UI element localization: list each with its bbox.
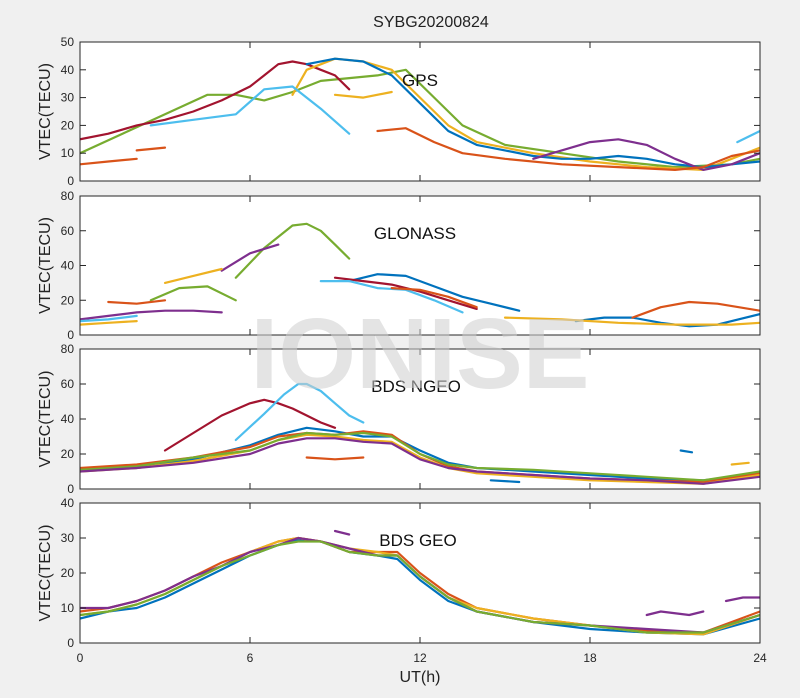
x-axis-label: UT(h) [400,669,441,686]
series-line-gps-0 [80,68,760,169]
y-tick-label: 60 [61,377,75,391]
series-line-bds-ngeo-10 [730,461,750,466]
panel-label-bds-ngeo: BDS NGEO [371,377,461,396]
y-tick-label: 0 [67,636,74,650]
panel-glonass: 0 20 40 60 80 VTEC(TECU) GLONASS [37,189,761,342]
x-tick-label: 12 [413,651,427,665]
series-line-gps-1 [80,60,351,141]
series-line-bds-ngeo-9 [679,449,694,454]
series-line-bds-ngeo-0 [163,398,337,452]
y-tick-label: 20 [61,566,75,580]
series-line-glonass-6 [80,314,138,323]
x-tick-label: 24 [753,651,767,665]
y-tick-label: 30 [61,91,75,105]
series-line-bds-geo-5 [333,529,351,536]
plot-area-bds-ngeo [80,349,760,489]
y-tick-label: 0 [67,174,74,188]
panel-label-glonass: GLONASS [374,224,456,243]
y-axis-label-gps: VTEC(TECU) [37,63,54,160]
x-tick-label: 0 [77,651,84,665]
series-line-bds-geo-4 [80,540,760,634]
series-line-gps-9 [736,129,760,144]
series-line-gps-10 [333,90,393,99]
y-tick-label: 10 [61,601,75,615]
series-line-gps-3 [305,57,760,169]
y-tick-label: 80 [61,342,75,356]
y-axis-label-bds-geo: VTEC(TECU) [37,525,54,622]
series-line-bds-ngeo-1 [234,382,365,442]
y-tick-label: 30 [61,531,75,545]
x-tick-label: 18 [583,651,597,665]
series-group-bds-geo [80,529,760,636]
panel-gps: 0 10 20 30 40 50 VTEC(TECU) GPS [37,35,761,188]
series-line-glonass-5 [80,309,223,321]
series-group-bds-ngeo [80,382,760,485]
series-line-glonass-1 [220,243,280,272]
y-tick-label: 50 [61,35,75,49]
x-tick-label: 6 [247,651,254,665]
series-line-gps-7 [80,157,138,166]
y-tick-label: 40 [61,496,75,510]
panel-label-bds-geo: BDS GEO [379,531,456,550]
series-line-bds-geo-6 [645,610,705,617]
series-line-glonass-11 [390,287,478,309]
series-line-glonass-4 [107,299,167,305]
y-tick-label: 60 [61,224,75,238]
panel-bds-geo: 0 10 20 30 40 0 6 12 18 24 VTEC(TECU) BDS GEO [37,496,767,665]
series-line-glonass-2 [163,267,223,284]
y-tick-label: 0 [67,482,74,496]
series-line-gps-6 [149,85,351,135]
series-line-glonass-14 [503,316,760,326]
y-tick-label: 20 [61,447,75,461]
y-tick-label: 10 [61,146,75,160]
y-axis-label-glonass: VTEC(TECU) [37,217,54,314]
series-group-glonass [80,222,760,328]
panel-bds-ngeo: 0 20 40 60 80 VTEC(TECU) BDS NGEO [37,342,761,496]
watermark: IONISE [251,298,590,410]
y-tick-label: 40 [61,412,75,426]
series-line-bds-ngeo-5 [80,431,760,482]
series-group-gps [80,57,760,171]
y-axis-label-bds-ngeo: VTEC(TECU) [37,371,54,468]
series-line-glonass-8 [348,273,521,312]
series-line-bds-ngeo-8 [489,479,521,484]
series-line-bds-ngeo-7 [305,456,365,461]
panel-label-gps: GPS [402,71,438,90]
series-line-glonass-7 [80,320,138,326]
y-tick-label: 40 [61,63,75,77]
y-tick-label: 0 [67,328,74,342]
series-line-glonass-3 [149,285,237,302]
series-line-bds-ngeo-4 [80,433,760,485]
series-line-bds-ngeo-6 [80,437,760,485]
series-line-gps-8 [135,146,167,152]
figure-title: SYBG20200824 [373,14,489,31]
y-tick-label: 20 [61,293,75,307]
series-line-glonass-13 [631,300,760,319]
series-line-gps-5 [376,127,760,171]
series-line-bds-geo-7 [724,596,760,603]
y-tick-label: 40 [61,259,75,273]
series-line-gps-4 [532,138,760,171]
y-tick-label: 20 [61,118,75,132]
y-tick-label: 80 [61,189,75,203]
